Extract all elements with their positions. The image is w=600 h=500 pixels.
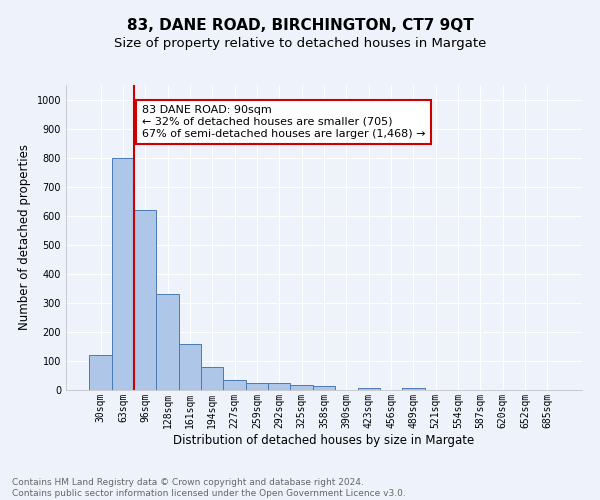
Bar [358,388,380,390]
Bar [134,210,157,390]
Bar [201,367,223,390]
Bar [112,158,134,390]
Y-axis label: Number of detached properties: Number of detached properties [18,144,31,330]
Bar [313,386,335,390]
Text: 83 DANE ROAD: 90sqm
← 32% of detached houses are smaller (705)
67% of semi-detac: 83 DANE ROAD: 90sqm ← 32% of detached ho… [142,106,425,138]
Bar [402,388,425,390]
Bar [89,355,112,390]
Bar [290,385,313,390]
Text: 83, DANE ROAD, BIRCHINGTON, CT7 9QT: 83, DANE ROAD, BIRCHINGTON, CT7 9QT [127,18,473,32]
Bar [179,344,201,390]
Bar [157,294,179,390]
Bar [246,382,268,390]
Text: Size of property relative to detached houses in Margate: Size of property relative to detached ho… [114,38,486,51]
X-axis label: Distribution of detached houses by size in Margate: Distribution of detached houses by size … [173,434,475,446]
Bar [223,380,246,390]
Text: Contains HM Land Registry data © Crown copyright and database right 2024.
Contai: Contains HM Land Registry data © Crown c… [12,478,406,498]
Bar [268,382,290,390]
